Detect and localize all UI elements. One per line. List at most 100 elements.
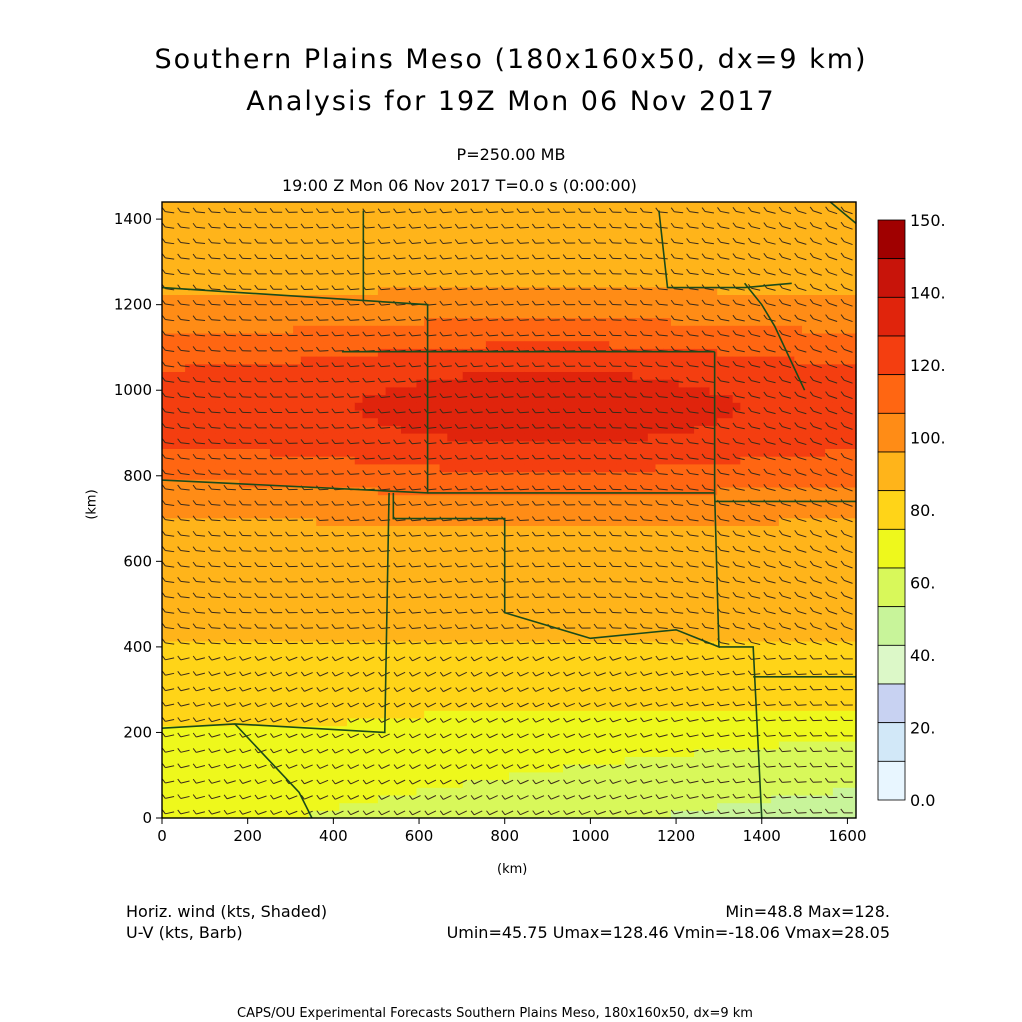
wind-speed-cell [354, 363, 364, 372]
wind-speed-cell [215, 363, 225, 372]
wind-speed-cell [416, 202, 425, 211]
wind-speed-cell [293, 525, 302, 534]
wind-speed-cell [169, 433, 179, 442]
wind-speed-cell [616, 679, 626, 688]
wind-speed-cell [331, 525, 340, 534]
wind-speed-cell [624, 317, 633, 326]
wind-speed-cell [539, 479, 549, 488]
wind-speed-cell [555, 648, 564, 657]
wind-speed-cell [431, 810, 441, 819]
wind-speed-cell [431, 741, 441, 750]
wind-speed-cell [185, 294, 194, 303]
wind-speed-cell [524, 263, 533, 272]
wind-speed-cell [401, 209, 410, 218]
wind-speed-cell [300, 202, 310, 211]
wind-speed-cell [516, 579, 526, 588]
wind-speed-cell [462, 694, 472, 704]
wind-speed-cell [385, 710, 394, 719]
wind-speed-cell [277, 602, 286, 611]
wind-speed-cell [509, 448, 518, 457]
wind-speed-cell [601, 433, 610, 442]
wind-speed-cell [200, 802, 209, 811]
wind-speed-cell [455, 556, 464, 565]
wind-speed-cell [524, 540, 533, 550]
wind-speed-cell [501, 294, 510, 303]
wind-speed-cell [578, 664, 587, 673]
wind-speed-cell [478, 255, 487, 265]
wind-speed-cell [455, 502, 464, 511]
wind-speed-cell [339, 209, 348, 218]
wind-speed-cell [177, 617, 186, 627]
wind-speed-cell [501, 302, 510, 311]
wind-speed-cell [331, 494, 340, 503]
wind-speed-cell [408, 417, 418, 426]
wind-speed-cell [331, 371, 340, 380]
wind-speed-cell [424, 594, 433, 603]
wind-speed-cell [416, 687, 425, 696]
wind-speed-cell [616, 533, 626, 542]
wind-speed-cell [300, 579, 310, 588]
wind-speed-cell [501, 209, 510, 218]
wind-speed-cell [485, 209, 495, 218]
wind-speed-cell [362, 217, 371, 226]
wind-speed-cell [447, 379, 456, 388]
wind-speed-cell [262, 317, 271, 326]
wind-speed-cell [570, 556, 579, 565]
wind-speed-cell [616, 279, 626, 288]
wind-speed-cell [277, 456, 286, 465]
wind-speed-cell [632, 502, 641, 511]
wind-speed-cell [408, 309, 418, 319]
wind-speed-cell [609, 409, 618, 419]
wind-speed-cell [254, 363, 263, 372]
wind-speed-cell [447, 517, 456, 526]
wind-speed-cell [215, 263, 225, 272]
wind-speed-cell [624, 371, 633, 380]
wind-speed-cell [624, 587, 633, 596]
wind-speed-cell [162, 679, 171, 688]
wind-speed-cell [308, 540, 317, 550]
wind-speed-cell [316, 263, 325, 272]
wind-speed-cell [177, 633, 186, 642]
wind-speed-cell [439, 409, 448, 419]
wind-speed-cell [362, 240, 371, 249]
wind-speed-cell [462, 417, 472, 426]
wind-speed-cell [447, 571, 456, 580]
wind-speed-cell [609, 263, 618, 272]
wind-speed-cell [262, 533, 271, 542]
wind-speed-cell [215, 733, 225, 742]
wind-speed-cell [424, 579, 433, 588]
wind-speed-cell [509, 202, 518, 211]
wind-speed-cell [485, 548, 495, 557]
wind-speed-cell [370, 294, 379, 303]
wind-speed-cell [632, 671, 641, 680]
wind-speed-cell [377, 525, 387, 534]
wind-speed-cell [377, 679, 387, 688]
wind-speed-cell [462, 687, 472, 696]
wind-speed-cell [424, 625, 433, 634]
wind-speed-cell [470, 294, 479, 303]
wind-speed-cell [493, 717, 502, 727]
wind-speed-cell [370, 302, 379, 311]
wind-speed-cell [347, 486, 356, 496]
wind-speed-cell [439, 463, 448, 473]
wind-speed-cell [377, 710, 387, 719]
wind-speed-cell [262, 440, 271, 449]
wind-speed-cell [470, 802, 479, 811]
wind-speed-cell [300, 710, 310, 719]
wind-speed-cell [208, 479, 217, 488]
wind-speed-cell [632, 255, 641, 265]
wind-speed-cell [293, 710, 302, 719]
wind-speed-cell [370, 756, 379, 765]
wind-speed-cell [485, 294, 495, 303]
wind-speed-cell [516, 587, 526, 596]
wind-speed-cell [192, 548, 202, 557]
wind-speed-cell [416, 317, 425, 326]
wind-speed-cell [231, 486, 240, 496]
wind-speed-cell [447, 602, 456, 611]
wind-speed-cell [493, 756, 502, 765]
wind-speed-cell [293, 664, 302, 673]
wind-speed-cell [169, 587, 179, 596]
wind-speed-cell [562, 633, 572, 642]
wind-speed-cell [308, 294, 317, 303]
wind-speed-cell [478, 363, 487, 372]
